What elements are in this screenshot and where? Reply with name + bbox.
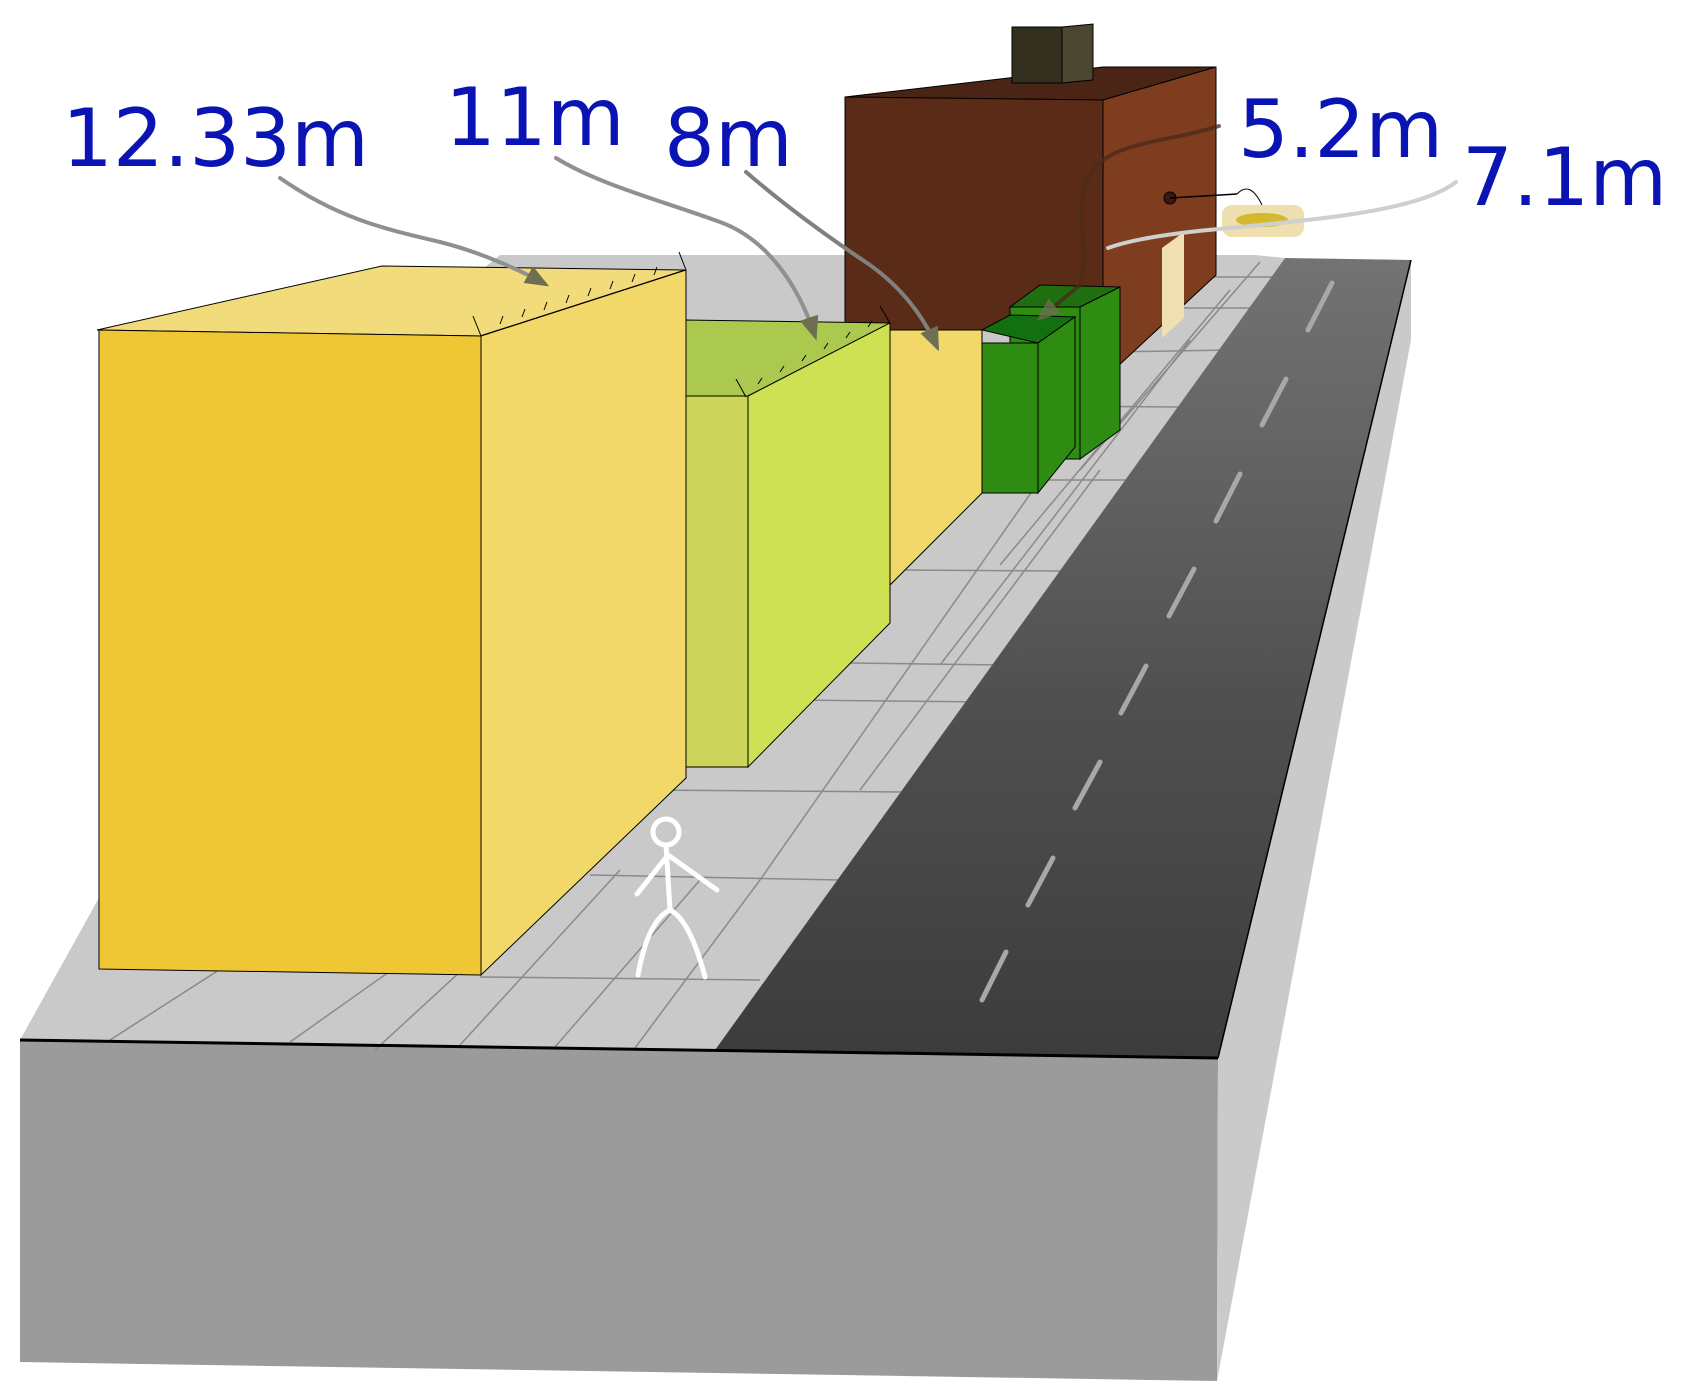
height-label-12-33m: 12.33m	[62, 92, 369, 185]
road-right-edge	[1217, 259, 1412, 1059]
chimney-front	[1011, 26, 1063, 84]
yellow-building-ticks	[472, 251, 687, 337]
building-yellow-large	[96, 251, 687, 977]
base-front-face	[20, 1040, 1218, 1381]
height-label-8m: 8m	[664, 92, 793, 185]
arrow-12-33m	[278, 176, 550, 287]
height-label-5-2m: 5.2m	[1238, 83, 1443, 176]
lime-building-front	[684, 395, 749, 768]
road-surface	[715, 258, 1411, 1058]
brown-building-door	[1162, 232, 1184, 338]
building-lime	[684, 305, 891, 769]
street-lamp-arm	[1169, 193, 1238, 199]
arrow-7-1m	[1106, 180, 1458, 250]
street-lamp-wire	[1236, 188, 1263, 206]
road	[19, 258, 1412, 1060]
lime-building-side	[747, 322, 891, 769]
sidewalk-paving-lines	[109, 261, 1275, 1051]
street-front-edge	[19, 1038, 1219, 1060]
arrow-8m	[744, 170, 939, 352]
base-side-face	[1217, 260, 1411, 1381]
height-label-11m: 11m	[445, 71, 625, 164]
person-figure	[634, 816, 720, 980]
height-label-7-1m: 7.1m	[1462, 131, 1667, 224]
arrow-5-2m	[1036, 124, 1221, 322]
arrow-11m	[554, 156, 819, 341]
annotation-arrows	[278, 124, 1458, 352]
yellow-building-front	[98, 329, 482, 976]
street-base	[20, 260, 1411, 1381]
lime-building-ticks	[735, 305, 891, 398]
road-center-dashes	[979, 280, 1335, 1003]
yellow-building-side	[480, 269, 687, 977]
building-brown	[844, 23, 1304, 382]
chimney-side	[1061, 23, 1094, 84]
